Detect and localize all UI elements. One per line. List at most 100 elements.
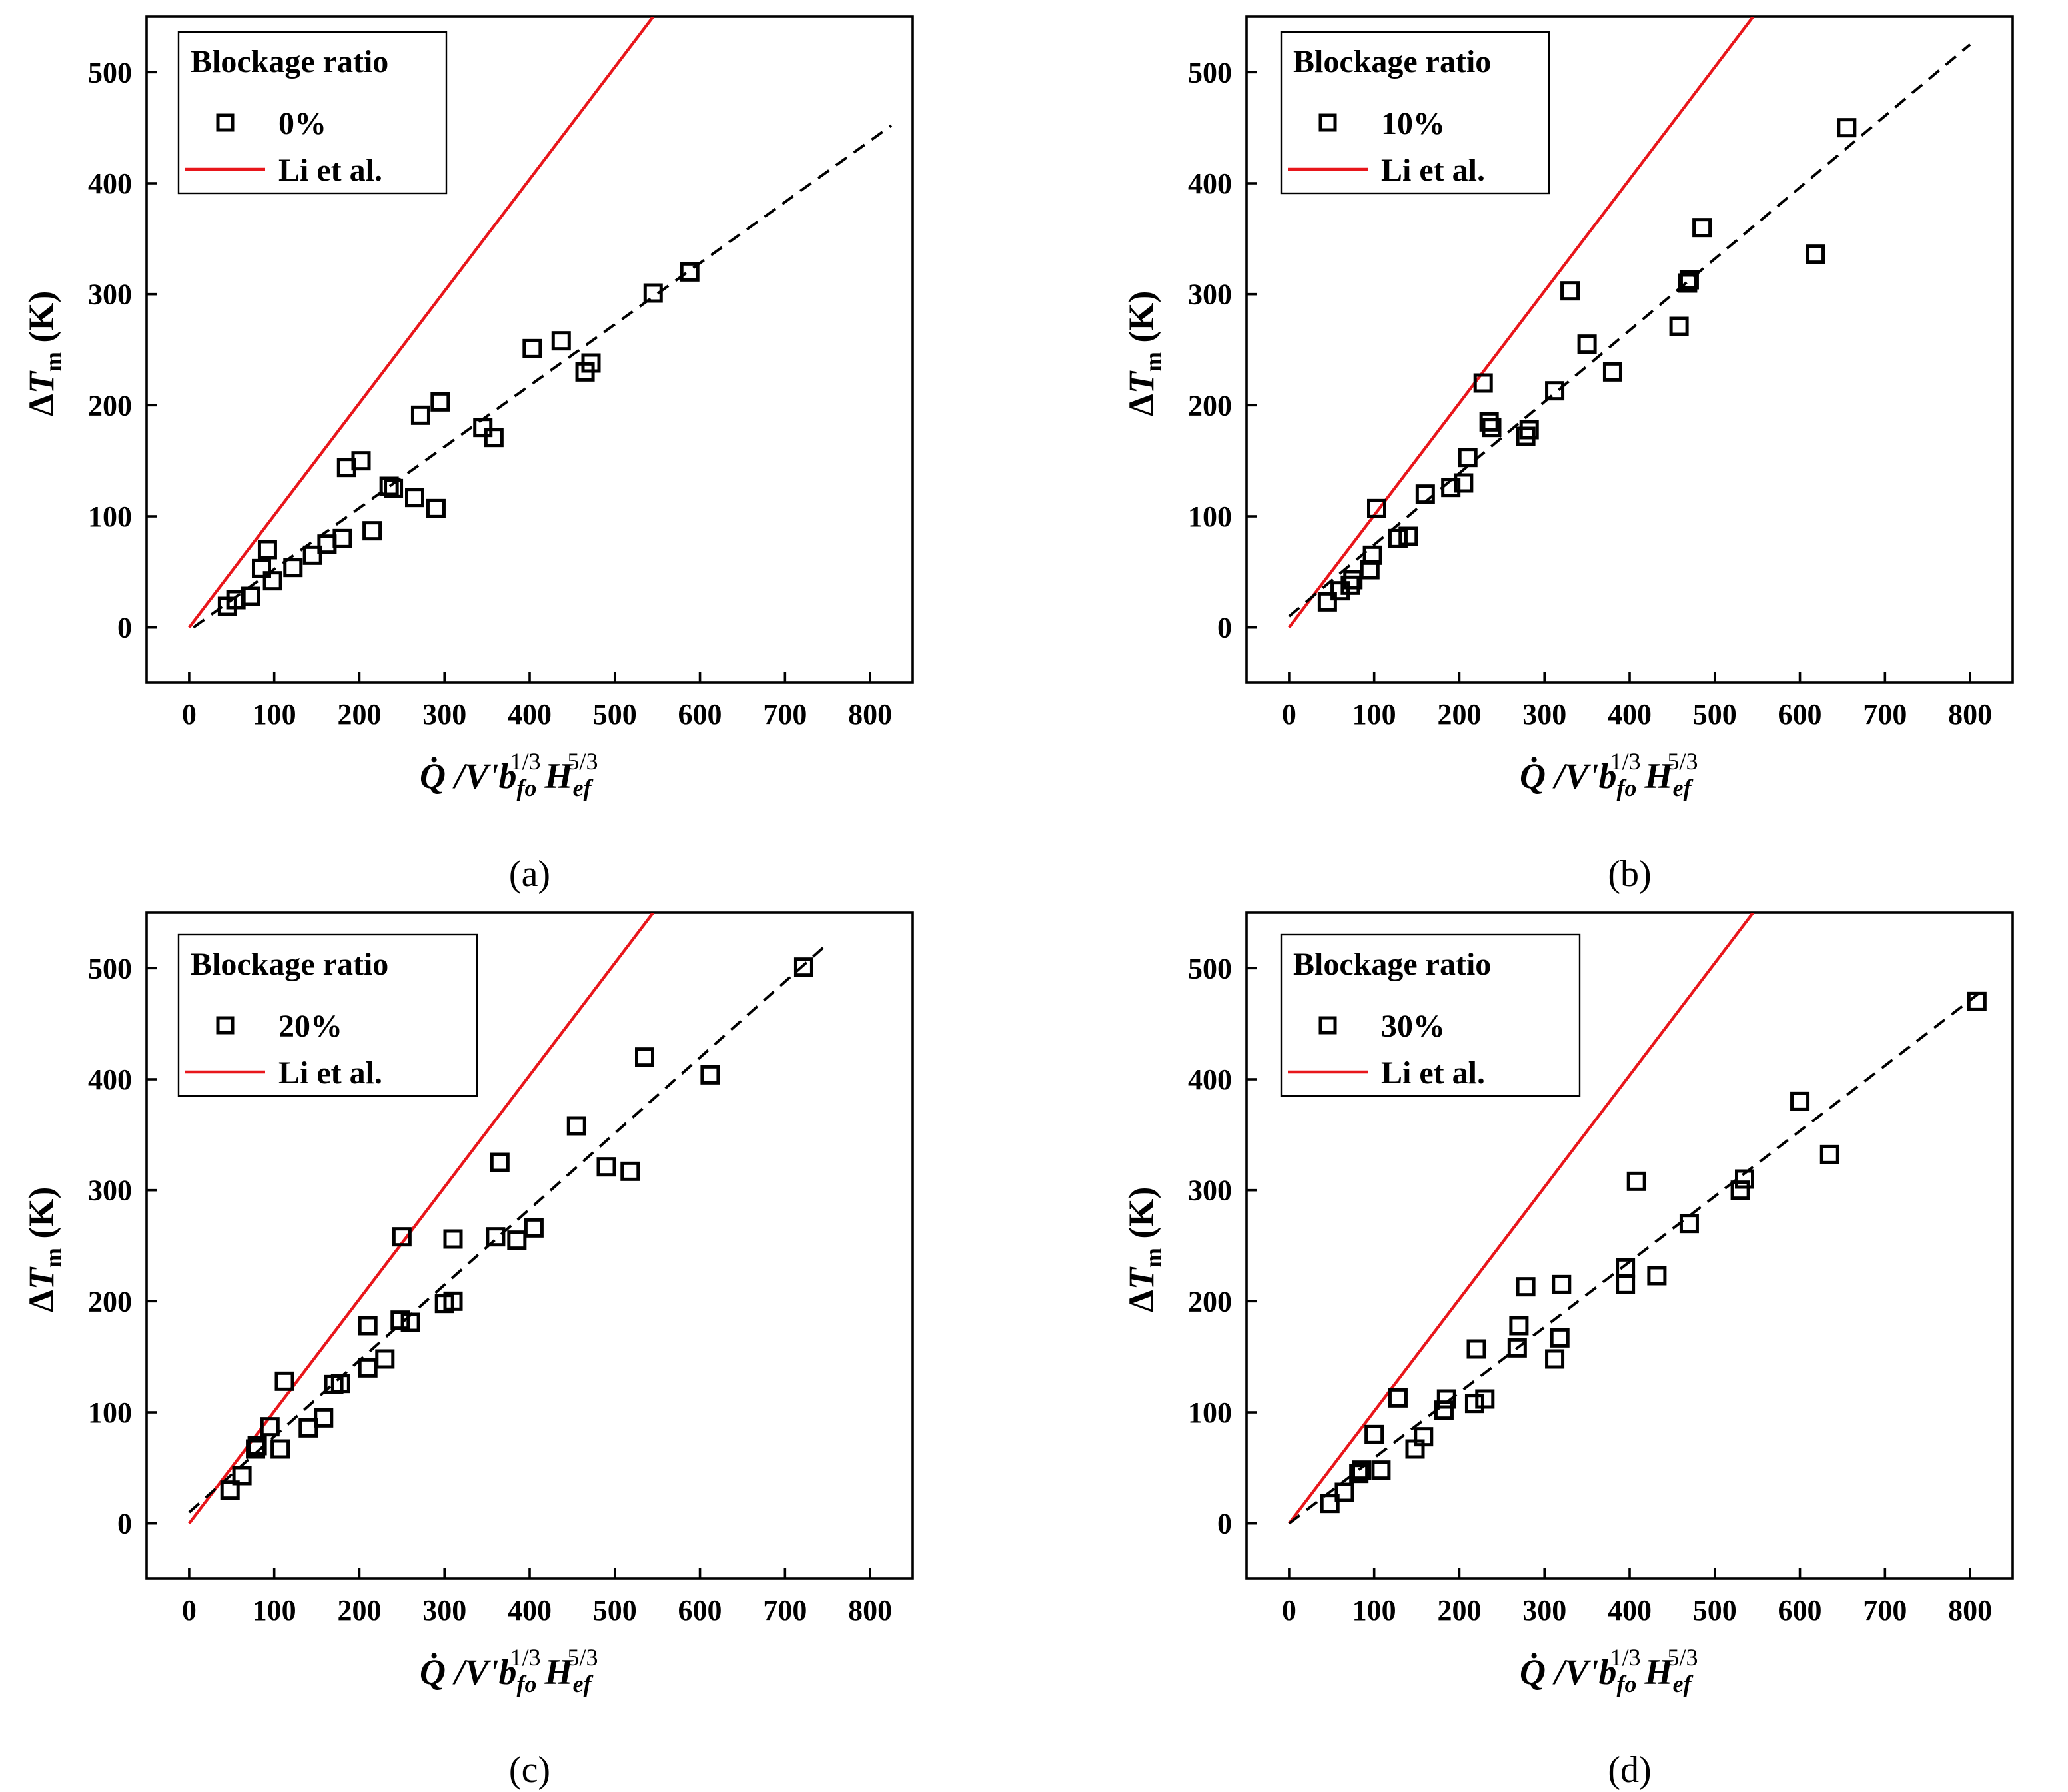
legend: Blockage ratio 10% Li et al. (1280, 31, 1550, 195)
legend-title: Blockage ratio (1293, 947, 1491, 982)
x-tick-label: 700 (1863, 698, 1907, 731)
y-label-sub: m (40, 1248, 67, 1268)
data-point (262, 571, 282, 591)
data-point (379, 476, 399, 496)
x-label-sub-ef: ef (573, 1671, 594, 1697)
x-label-q: Q̇ (1520, 755, 1546, 796)
x-tick-label: 600 (1778, 698, 1822, 731)
fit-dashed-line (1288, 989, 1984, 1525)
y-tick-label: 400 (1188, 1063, 1232, 1096)
y-label-sub: m (40, 352, 67, 372)
data-point (1692, 218, 1712, 238)
data-point (1560, 281, 1580, 301)
data-point (1967, 991, 1987, 1011)
data-point (1473, 373, 1493, 393)
x-tick-label: 700 (763, 1594, 807, 1627)
data-point (220, 1480, 240, 1500)
data-point (1507, 1338, 1527, 1358)
y-tick-label: 200 (1188, 1285, 1232, 1318)
y-tick-label: 200 (88, 389, 132, 422)
x-tick-label: 500 (593, 1594, 637, 1627)
data-point (1362, 545, 1382, 565)
fit-dashed-line (193, 124, 893, 629)
data-point (392, 1227, 412, 1247)
legend-title: Blockage ratio (191, 44, 388, 79)
y-tick-label: 100 (1188, 500, 1232, 533)
y-tick-label: 300 (88, 1174, 132, 1207)
x-axis-label: Q̇ /V'bfo1/3 Hef5/3 (420, 1644, 598, 1697)
y-label-t: T (1121, 1266, 1161, 1290)
legend-box (1280, 31, 1550, 195)
data-point (270, 1439, 290, 1459)
panel-c: 0 100 200 300 400 500 600 700 800 0 100 200 300 400 50… (21, 911, 914, 1791)
data-point (1466, 1339, 1486, 1359)
data-point (1415, 484, 1435, 504)
y-tick-label: 500 (1188, 952, 1232, 985)
y-label-sub: m (1140, 1248, 1167, 1268)
data-point (1352, 1460, 1371, 1480)
y-tick-label: 500 (1188, 56, 1232, 89)
y-label-t: T (21, 1266, 61, 1290)
data-point (443, 1229, 463, 1249)
data-points (217, 262, 700, 616)
x-tick-label: 500 (1693, 1594, 1737, 1627)
data-point (1545, 1349, 1565, 1369)
y-label-unit: (K) (21, 291, 61, 352)
data-point (1647, 1266, 1667, 1286)
data-point (635, 1047, 654, 1067)
y-label-t: T (1121, 370, 1161, 394)
data-point (1330, 581, 1350, 601)
data-point (1837, 118, 1857, 138)
data-points (220, 957, 813, 1500)
y-label-delta: Δ (21, 1290, 61, 1312)
data-point (1516, 1277, 1536, 1297)
x-label-sub-fo: fo (517, 775, 537, 801)
x-tick-label: 600 (1778, 1594, 1822, 1627)
legend-series-label: 30% (1381, 1009, 1445, 1044)
x-label-q: Q̇ (420, 1651, 446, 1692)
x-tick-label: 200 (337, 1594, 381, 1627)
x-tick-label: 400 (508, 698, 552, 731)
data-point (330, 1374, 350, 1394)
y-tick-label: 100 (88, 500, 132, 533)
data-point (1482, 418, 1502, 438)
y-tick-label: 300 (88, 278, 132, 311)
y-axis-label: ΔTm (K) (1121, 1187, 1167, 1312)
legend-box (1280, 933, 1581, 1097)
legend-marker (1318, 1016, 1337, 1035)
y-tick-label: 0 (1217, 612, 1232, 644)
data-point (400, 1312, 420, 1332)
data-point (1819, 1144, 1839, 1164)
y-label-unit: (K) (1121, 291, 1161, 352)
data-point (596, 1157, 616, 1177)
x-tick-label: 800 (848, 1594, 892, 1627)
legend-title: Blockage ratio (1293, 44, 1491, 79)
data-point (1678, 273, 1698, 293)
data-point (643, 283, 663, 303)
li-et-al-line (1288, 17, 1755, 628)
legend-box (177, 31, 448, 195)
x-tick-label: 300 (422, 1594, 466, 1627)
data-point (426, 498, 446, 518)
data-point (1340, 575, 1360, 595)
x-tick-label: 500 (1693, 698, 1737, 731)
x-label-q: Q̇ (1520, 1651, 1546, 1692)
y-label-unit: (K) (1121, 1187, 1161, 1248)
panel-caption: (b) (1608, 853, 1651, 895)
data-point (246, 1439, 266, 1459)
data-point (390, 1310, 410, 1330)
x-label-h: H (544, 1652, 574, 1692)
data-point (1679, 270, 1699, 290)
x-tick-label: 100 (253, 1594, 296, 1627)
data-point (283, 558, 303, 578)
x-label-sup-13: 1/3 (1610, 1644, 1641, 1671)
y-tick-label: 200 (88, 1285, 132, 1318)
x-tick-label: 200 (337, 698, 381, 731)
x-label-h: H (1644, 1652, 1674, 1692)
legend-marker (216, 113, 235, 132)
data-point (1616, 1274, 1636, 1294)
x-tick-label: 0 (182, 1594, 197, 1627)
x-tick-label: 500 (593, 698, 637, 731)
lines-group (1288, 913, 1984, 1525)
x-label-vb: /V'b (1546, 1652, 1617, 1692)
